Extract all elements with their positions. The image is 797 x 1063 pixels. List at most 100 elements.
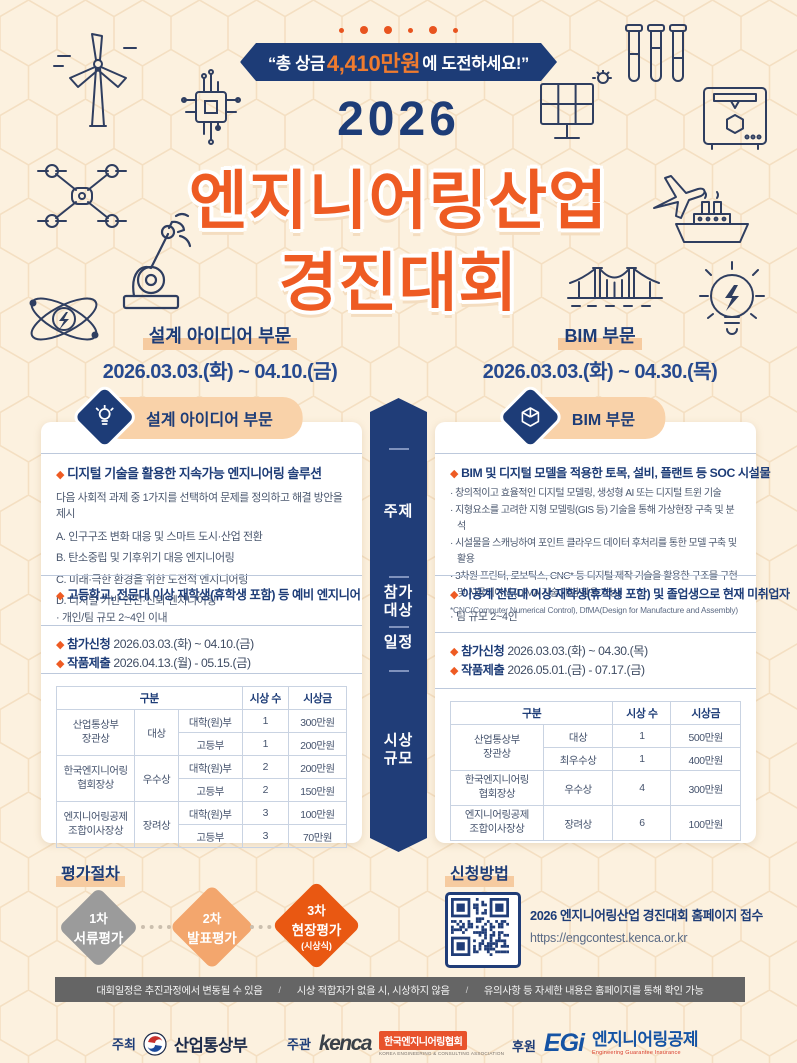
target-title: 이공계 전문대 이상 재학생(휴학생 포함) 및 졸업생으로 현재 미취업자: [461, 587, 790, 601]
notice-item: 대회일정은 추진과정에서 변동될 수 있음: [96, 986, 263, 997]
card-header-label: 설계 아이디어 부문: [146, 412, 273, 429]
table-cell: 150만원: [287, 778, 348, 803]
title-line1: 엔지니어링산업: [188, 165, 609, 237]
application-section-title: 신청방법: [445, 860, 514, 887]
printer-3d-icon: [700, 84, 770, 154]
topic-item: A. 인구구조 변화 대응 및 스마트 도시·산업 전환: [56, 531, 263, 543]
airplane-icon: [648, 166, 710, 224]
design-idea-card: 설계 아이디어 부문 ◆ 디지털 기술을 활용한 지속가능 엔지니어링 솔루션 다…: [41, 383, 362, 849]
submit-label: 작품제출: [461, 663, 505, 678]
evaluation-section-title: 평가절차: [56, 860, 125, 887]
host-group: 주최 산업통상부: [112, 1031, 248, 1056]
circuit-chip-icon: [174, 66, 248, 146]
banner-prize-amount: 4,410만원: [326, 51, 421, 76]
table-cell: 장려상: [542, 805, 614, 841]
notice-separator: /: [278, 984, 282, 995]
division-name: 설계 아이디어 부문: [142, 322, 298, 350]
apply-period: 2026.03.03.(화) ~ 04.30.(목): [507, 644, 648, 658]
table-cell: 2: [241, 755, 289, 780]
diamond-bullet: ◆: [450, 589, 459, 601]
apply-label: 참가신청: [461, 644, 505, 658]
topic-footnote: *CNC(Computer Numerical Control), DfMA(D…: [450, 605, 738, 616]
diamond-bullet: ◆: [56, 469, 65, 481]
step-name: 현장평가: [291, 922, 342, 938]
table-row: 고등부 3 70만원: [57, 824, 348, 849]
table-cell: 우수상: [134, 755, 179, 803]
bim-topic-section: ◆ BIM 및 디지털 모델을 적용한 토목, 설비, 플랜트 등 SOC 시설물…: [435, 453, 771, 615]
sponsor-label: 후원: [512, 1039, 536, 1054]
ribbon-divider: [389, 448, 409, 450]
light-bulb-icon: [694, 260, 770, 350]
ribbon-label-schedule: 일정: [383, 634, 414, 651]
solar-panel-icon: [538, 70, 612, 152]
division-period: 2026.03.03.(화) ~ 04.10.(금): [102, 361, 338, 383]
ship-icon: [672, 190, 752, 248]
design-target-section: ◆ 고등학교, 전문대 이상 재학생(휴학생 포함) 등 예비 엔지니어 · 개인…: [41, 575, 362, 625]
table-cell: 3: [241, 824, 289, 849]
table-cell: 엔지니어링공제 조합이사장상: [55, 801, 136, 849]
notice-item: 유의사항 등 자세한 내용은 홈페이지를 통해 확인 가능: [483, 986, 704, 997]
table-cell: 대상: [134, 709, 179, 757]
prize-banner: “총 상금 4,410만원 에 도전하세요!”: [240, 43, 557, 81]
submit-period: 2026.04.13.(월) - 05.15.(금): [113, 656, 251, 671]
step-stage: 2차: [202, 911, 222, 926]
design-idea-card-header: 설계 아이디어 부문: [70, 383, 303, 451]
table-cell: 시상 수: [241, 686, 289, 711]
table-cell: 산업통상부 장관상: [55, 709, 136, 757]
division-dates-design: 설계 아이디어 부문 2026.03.03.(화) ~ 04.10.(금): [40, 322, 400, 384]
table-cell: 장려상: [134, 801, 179, 849]
table-cell: 500만원: [670, 724, 741, 748]
bim-target-section: ◆ 이공계 전문대 이상 재학생(휴학생 포함) 및 졸업생으로 현재 미취업자 …: [435, 575, 790, 632]
table-cell: 400만원: [670, 747, 741, 771]
topic-item: · 창의적이고 효율적인 디지털 모델링, 생성형 AI 또는 디지털 트윈 기…: [450, 488, 722, 499]
topic-item-list: A. 인구구조 변화 대응 및 스마트 도시·산업 전환 B. 탄소중립 및 기…: [56, 527, 347, 613]
drone-icon: [36, 156, 128, 236]
bim-card-header: BIM 부문: [495, 383, 666, 451]
ribbon-label-target: 참가 대상: [383, 584, 414, 619]
design-awards-table: 구분 시상 수 시상금 산업통상부 장관상 대상 대학(원)부 1 300만원 …: [55, 686, 348, 849]
organizer-label: 주관: [287, 1037, 311, 1052]
table-cell: 100만원: [287, 801, 348, 826]
title-year: 2026: [337, 93, 460, 146]
step-subtext: (시상식): [301, 940, 332, 951]
lightbulb-badge-icon: [70, 383, 139, 451]
table-cell: 70만원: [287, 824, 348, 849]
table-row: 고등부 1 200만원: [57, 732, 348, 757]
table-cell: 구분: [56, 686, 243, 711]
table-row: 고등부 2 150만원: [57, 778, 348, 803]
table-cell: 3: [241, 801, 289, 826]
category-ribbon: 주제 참가 대상 일정 시상 규모: [370, 398, 427, 852]
table-cell: 대학(원)부: [177, 801, 243, 826]
submit-period: 2026.05.01.(금) - 07.17.(금): [507, 663, 645, 678]
topic-item: B. 탄소중립 및 기후위기 대응 엔지니어링: [56, 552, 235, 565]
topic-item: D. 디지털 기반 안전·신뢰 엔지니어링: [56, 595, 217, 608]
design-topic-section: ◆ 디지털 기술을 활용한 지속가능 엔지니어링 솔루션 다음 사회적 과제 중 …: [41, 453, 362, 607]
table-cell: 한국엔지니어링 협회장상: [55, 755, 136, 803]
topic-title: BIM 및 디지털 모델을 적용한 토목, 설비, 플랜트 등 SOC 시설물: [461, 466, 771, 480]
table-cell: 대학(원)부: [177, 755, 243, 780]
table-cell: 한국엔지니어링 협회장상: [450, 770, 544, 806]
table-row: 한국엔지니어링 협회장상 우수상 대학(원)부 2 200만원: [55, 755, 348, 803]
banner-prefix: “총 상금: [267, 55, 325, 73]
application-info: 2026 엔지니어링산업 경진대회 홈페이지 접수 https://engcon…: [530, 905, 770, 945]
topic-item: · 시설물을 스캐닝하여 포인트 클라우드 데이터 후처리를 통한 모델 구축 …: [450, 537, 737, 566]
table-header-row: 구분 시상 수 시상금: [56, 686, 348, 711]
test-tubes-icon: [618, 24, 690, 90]
robot-arm-icon: [116, 208, 196, 312]
organizer-caption: KOREA ENGINEERING & CONSULTING ASSOCIATI…: [378, 1051, 505, 1056]
sponsor-group: 후원 EGi 엔지니어링공제 Engineering Guarantee Ins…: [512, 1030, 698, 1056]
gov-emblem-icon: [143, 1031, 167, 1056]
table-cell: 고등부: [177, 778, 243, 803]
host-label: 주최: [112, 1037, 136, 1052]
evaluation-step-1: 1차 서류평가: [58, 887, 139, 968]
table-cell: 시상 수: [612, 701, 672, 725]
topic-item-list: · 창의적이고 효율적인 디지털 모델링, 생성형 AI 또는 디지털 트윈 기…: [450, 486, 741, 602]
title-line2: 경진대회: [278, 247, 519, 319]
ribbon-divider: [389, 626, 409, 628]
ribbon-label-topic: 주제: [383, 503, 414, 520]
step-name: 발표평가: [187, 930, 237, 946]
bim-schedule-section: ◆ 참가신청 2026.03.03.(화) ~ 04.30.(목) ◆ 작품제출 2…: [435, 632, 756, 688]
organizer-name-badge: 한국엔지니어링협회: [378, 1031, 468, 1050]
